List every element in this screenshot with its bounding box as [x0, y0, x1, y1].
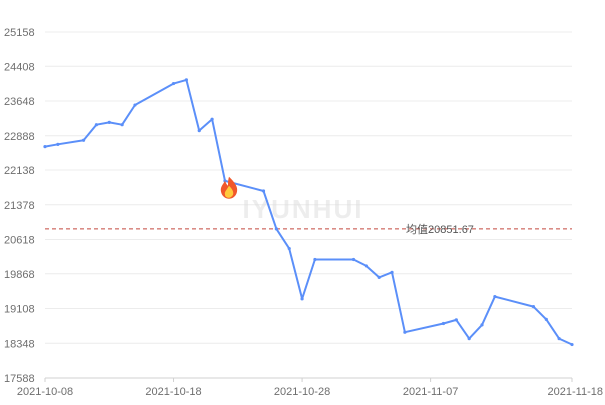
data-point [43, 145, 47, 149]
fire-icon [220, 176, 238, 199]
watermark-text: IYUNHUI [243, 194, 364, 224]
data-point [531, 305, 536, 309]
y-tick-label: 18348 [4, 338, 35, 350]
x-axis: 2021-10-08 2021-10-18 2021-10-28 2021-11-07… [17, 377, 603, 398]
average-label: 均值20851.67 [406, 223, 474, 236]
data-point [171, 81, 176, 86]
data-point [300, 297, 304, 301]
data-point [56, 142, 60, 146]
data-point [467, 337, 471, 341]
data-point [274, 227, 278, 231]
data-point [351, 257, 356, 262]
x-tick-label: 2021-10-18 [145, 386, 201, 398]
data-point [133, 103, 137, 107]
y-tick-label: 22138 [4, 165, 35, 177]
data-point [403, 330, 407, 334]
y-axis: 25158 24408 23648 22888 22138 21378 20618 19868… [4, 27, 35, 385]
y-tick-label: 20618 [4, 235, 35, 247]
x-tick-label: 2021-10-08 [17, 386, 73, 398]
y-tick-label: 22888 [4, 131, 35, 143]
data-point [480, 323, 484, 327]
data-point [184, 78, 188, 82]
data-point [544, 317, 548, 322]
data-point [364, 264, 368, 268]
y-tick-label: 21378 [4, 200, 35, 212]
data-point [377, 275, 381, 279]
y-tick-label: 17588 [4, 373, 35, 385]
data-point [390, 270, 394, 274]
data-point [454, 318, 458, 322]
data-point [94, 123, 99, 127]
data-point [570, 342, 574, 347]
y-tick-label: 25158 [4, 27, 35, 39]
data-point [120, 123, 124, 127]
data-point [441, 321, 446, 326]
series-layer [43, 78, 574, 347]
y-tick-label: 23648 [4, 96, 35, 108]
data-point [557, 337, 561, 341]
data-point [313, 257, 317, 262]
data-point [493, 294, 497, 299]
data-point [107, 120, 111, 125]
y-tick-label: 19868 [4, 269, 35, 281]
marker-layer [220, 176, 238, 199]
data-point [261, 189, 266, 193]
x-tick-label: 2021-11-07 [403, 386, 458, 398]
data-point [81, 138, 86, 142]
average-line-group: 均值20851.67 [45, 223, 572, 236]
x-tick-label: 2021-10-28 [274, 386, 330, 398]
y-tick-label: 19108 [4, 304, 35, 316]
data-point [287, 246, 291, 251]
x-tick-label: 2021-11-18 [548, 386, 603, 398]
y-tick-label: 24408 [4, 61, 35, 73]
data-point [197, 129, 201, 133]
data-point [210, 117, 214, 121]
